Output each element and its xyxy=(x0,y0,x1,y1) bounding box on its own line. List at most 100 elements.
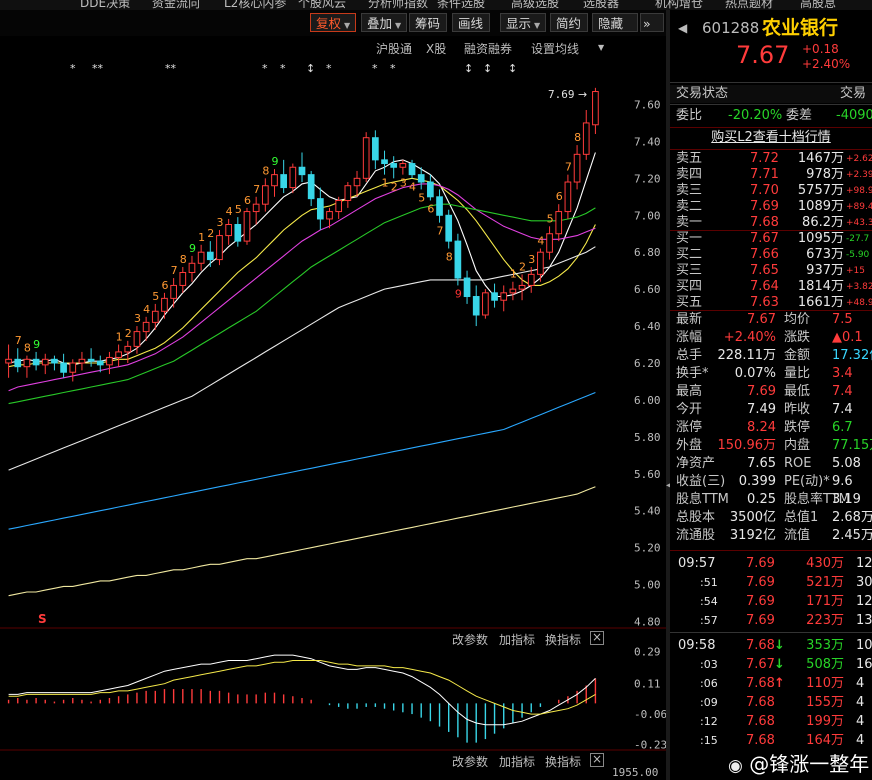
asks-row[interactable]: 卖一 7.68 86.2万 +43.3 xyxy=(670,215,872,231)
top-menu-item[interactable]: 高股息 xyxy=(800,0,837,10)
candle[interactable] xyxy=(372,130,379,170)
bids-row[interactable]: 买五 7.63 1661万 +48.9 xyxy=(670,295,872,311)
candle[interactable] xyxy=(271,169,278,197)
top-menu-item[interactable]: 个股风云 xyxy=(298,0,347,10)
candle[interactable] xyxy=(509,281,517,301)
candle[interactable] xyxy=(5,344,12,378)
tab-trade-status[interactable]: 交易状态 xyxy=(676,86,729,101)
candle[interactable] xyxy=(527,266,535,293)
candle[interactable] xyxy=(51,355,58,371)
candle[interactable] xyxy=(344,182,352,208)
candle[interactable] xyxy=(582,110,590,160)
top-menu-item[interactable]: 资金流向 xyxy=(152,0,201,10)
candle[interactable] xyxy=(454,233,462,286)
bids-row[interactable]: 买一 7.67 1095万 -27.7 xyxy=(670,231,872,247)
asks-row[interactable]: 卖五 7.72 1467万 +2.62 xyxy=(670,151,872,167)
candle[interactable] xyxy=(188,255,196,282)
candle[interactable] xyxy=(96,355,104,373)
toolbar-button[interactable]: 简约 xyxy=(550,13,588,32)
candle[interactable] xyxy=(23,355,31,378)
candle[interactable] xyxy=(32,351,40,371)
sub-toolbar-item[interactable]: 融资融券 xyxy=(464,42,513,56)
candle[interactable] xyxy=(298,152,306,183)
candle[interactable] xyxy=(14,348,22,373)
candle[interactable] xyxy=(41,353,49,375)
change-params-button[interactable]: 改参数 xyxy=(452,633,489,647)
triangle-left-icon[interactable]: ◀ xyxy=(678,21,688,35)
candle[interactable] xyxy=(427,174,434,201)
candle[interactable] xyxy=(326,207,333,229)
candle[interactable] xyxy=(390,156,398,179)
sub-toolbar-item[interactable]: 沪股通 xyxy=(376,42,413,56)
candle[interactable] xyxy=(225,218,232,245)
candle[interactable] xyxy=(537,248,544,282)
bids-row[interactable]: 买四 7.64 1814万 +3.82 xyxy=(670,279,872,295)
toolbar-button[interactable]: 叠加 ▼ xyxy=(361,13,407,32)
asks-row[interactable]: 卖二 7.69 1089万 +89.4 xyxy=(670,199,872,215)
candle[interactable] xyxy=(261,178,269,212)
top-menu-item[interactable]: DDE决策 xyxy=(80,0,131,10)
sub-toolbar-item[interactable]: 设置均线 xyxy=(531,42,580,56)
top-menu-item[interactable]: 热点题材 xyxy=(725,0,774,10)
candle[interactable] xyxy=(206,241,214,267)
candle[interactable] xyxy=(106,351,113,375)
candle[interactable] xyxy=(353,170,361,197)
top-menu-item[interactable]: 分析师指数 xyxy=(368,0,429,10)
candle[interactable] xyxy=(289,163,297,194)
candle[interactable] xyxy=(60,353,67,378)
candle[interactable] xyxy=(408,159,416,179)
candle[interactable] xyxy=(133,326,141,354)
candle[interactable] xyxy=(381,150,388,175)
candle[interactable] xyxy=(243,207,251,245)
top-menu-item[interactable]: L2核心内参 xyxy=(224,0,287,10)
candle[interactable] xyxy=(445,209,453,249)
candle[interactable] xyxy=(316,187,324,231)
candle[interactable] xyxy=(482,289,489,319)
toolbar-button[interactable]: 复权 ▼ xyxy=(310,13,356,32)
candle[interactable] xyxy=(500,285,508,312)
switch-indicator-button[interactable]: 换指标 xyxy=(545,755,582,769)
toolbar-button[interactable]: 显示 ▼ xyxy=(500,13,546,32)
panel-divider[interactable]: ◂ xyxy=(666,10,671,780)
candle[interactable] xyxy=(142,316,150,341)
close-icon[interactable]: × xyxy=(590,630,604,645)
candle[interactable] xyxy=(592,87,599,135)
sub-toolbar-item[interactable]: X股 xyxy=(426,42,447,56)
top-menu-item[interactable]: 高级选股 xyxy=(511,0,560,10)
top-menu-item[interactable]: 机构增仓 xyxy=(655,0,704,10)
toolbar-button[interactable]: 画线 xyxy=(452,13,490,32)
candle[interactable] xyxy=(115,344,122,367)
top-menu-item[interactable]: 选股器 xyxy=(583,0,620,10)
candle[interactable] xyxy=(216,230,223,266)
candle[interactable] xyxy=(546,226,553,260)
top-menu-item[interactable]: 条件选股 xyxy=(437,0,486,10)
asks-row[interactable]: 卖三 7.70 5757万 +98.9 xyxy=(670,183,872,199)
candle[interactable] xyxy=(564,174,572,219)
candle[interactable] xyxy=(69,359,77,382)
asks-row[interactable]: 卖四 7.71 978万 +2.39 xyxy=(670,167,872,183)
candle[interactable] xyxy=(280,159,288,194)
tick-list[interactable]: 09:57 7.69 430万 12:51 7.69 521万 30:54 7.69 171万 1… xyxy=(670,555,872,780)
candle[interactable] xyxy=(472,285,480,327)
candle[interactable] xyxy=(307,170,315,207)
double-chevron-right-icon[interactable]: » xyxy=(640,13,664,32)
candle[interactable] xyxy=(252,196,260,225)
candle[interactable] xyxy=(399,159,407,175)
close-icon[interactable]: × xyxy=(590,752,604,767)
candle[interactable] xyxy=(491,283,498,308)
candle[interactable] xyxy=(573,145,581,190)
candle[interactable] xyxy=(362,132,370,183)
candle[interactable] xyxy=(555,204,563,242)
candle[interactable] xyxy=(87,348,95,367)
add-indicator-button[interactable]: 加指标 xyxy=(499,755,536,769)
candle[interactable] xyxy=(436,189,443,223)
add-indicator-button[interactable]: 加指标 xyxy=(499,633,536,647)
candle[interactable] xyxy=(417,167,425,190)
toolbar-button[interactable]: 筹码 xyxy=(409,13,447,32)
tab-trade[interactable]: 交易 xyxy=(840,86,867,101)
kline-chart[interactable]: 7.60 7.40 7.20 7.00 6.80 6.60 6.40 6.20 6.00 5.80… xyxy=(0,36,666,780)
candle[interactable] xyxy=(170,278,177,308)
l2-upgrade-link[interactable]: 购买L2查看十档行情 xyxy=(711,130,831,145)
candle[interactable] xyxy=(179,266,187,293)
candle[interactable] xyxy=(335,196,343,219)
